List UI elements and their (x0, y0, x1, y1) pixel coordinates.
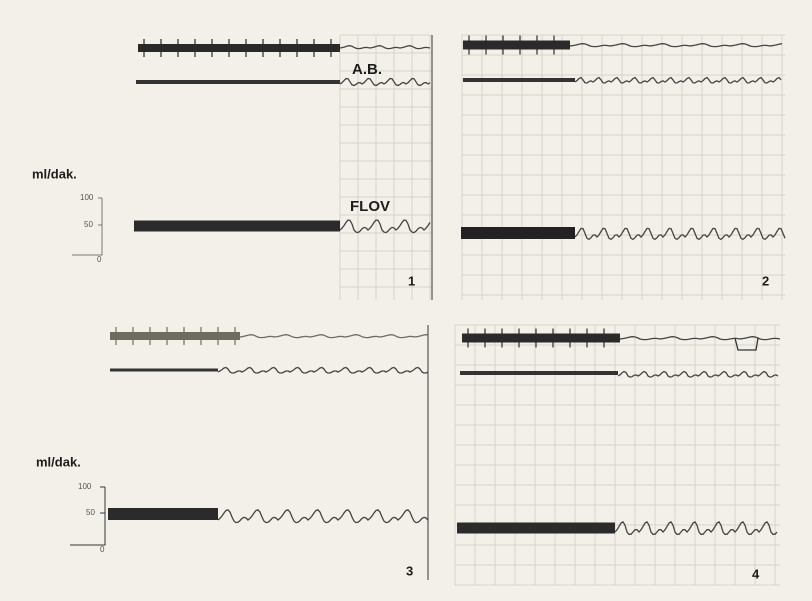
panel-label: 2 (762, 273, 769, 288)
trace-dense (462, 334, 620, 343)
trace-dense (136, 80, 340, 84)
trace-dense (463, 78, 575, 82)
tick-label: 100 (78, 482, 92, 491)
page: {"panels": [ {"label": "1", "annotations… (0, 0, 812, 601)
annotation: A.B. (352, 61, 382, 78)
tick-label: 0 (100, 545, 105, 554)
trace-dense (138, 44, 340, 52)
trace-dense (110, 332, 240, 340)
axis-label: ml/dak. (32, 166, 77, 181)
panel-label: 3 (406, 563, 413, 578)
annotation: FLOV (350, 198, 390, 215)
trace-dense (460, 371, 618, 375)
tick-label: 50 (86, 508, 95, 517)
panel-label: 4 (752, 566, 760, 581)
trace-dense (461, 227, 575, 239)
trace-dense (108, 508, 218, 520)
tick-label: 50 (84, 220, 93, 229)
tick-label: 100 (80, 193, 94, 202)
panel-label: 1 (408, 273, 415, 288)
trace-dense (134, 221, 340, 232)
trace-dense (457, 523, 615, 534)
axis-label: ml/dak. (36, 454, 81, 469)
trace-dense (110, 369, 218, 372)
tick-label: 0 (97, 255, 102, 264)
figure: A.B. FLOV 1 2 3 4 ml/dak. 100 50 0 ml/da… (0, 0, 812, 601)
